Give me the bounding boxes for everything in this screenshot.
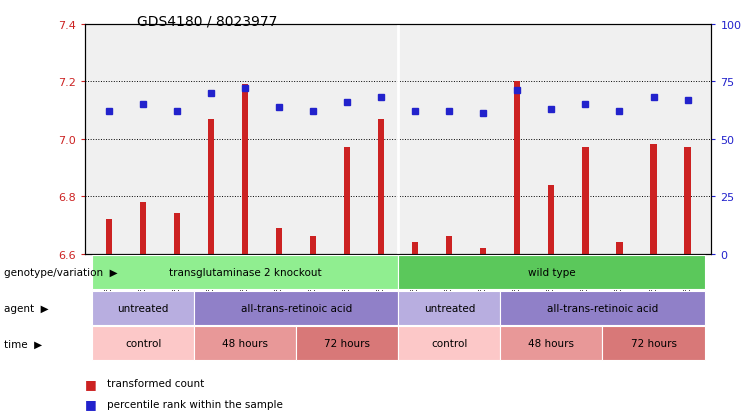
Bar bbox=[378, 119, 385, 254]
Text: transglutaminase 2 knockout: transglutaminase 2 knockout bbox=[169, 268, 322, 278]
Text: all-trans-retinoic acid: all-trans-retinoic acid bbox=[241, 303, 352, 313]
Text: control: control bbox=[431, 339, 468, 349]
Bar bbox=[242, 85, 248, 254]
Text: ■: ■ bbox=[85, 397, 97, 411]
Bar bbox=[446, 237, 453, 254]
Bar bbox=[617, 242, 622, 254]
Text: 48 hours: 48 hours bbox=[222, 339, 268, 349]
Bar bbox=[548, 185, 554, 254]
Bar bbox=[106, 220, 112, 254]
Text: untreated: untreated bbox=[117, 303, 169, 313]
Bar bbox=[344, 148, 350, 254]
Text: 72 hours: 72 hours bbox=[631, 339, 677, 349]
Bar bbox=[276, 228, 282, 254]
Text: untreated: untreated bbox=[424, 303, 475, 313]
Text: ■: ■ bbox=[85, 377, 97, 390]
Bar bbox=[310, 237, 316, 254]
Bar bbox=[412, 242, 419, 254]
Bar bbox=[685, 148, 691, 254]
Text: time  ▶: time ▶ bbox=[4, 339, 41, 349]
Text: wild type: wild type bbox=[528, 268, 575, 278]
Bar bbox=[480, 248, 486, 254]
Text: genotype/variation  ▶: genotype/variation ▶ bbox=[4, 268, 117, 278]
Text: 48 hours: 48 hours bbox=[528, 339, 574, 349]
Bar bbox=[174, 214, 180, 254]
Bar bbox=[582, 148, 588, 254]
Bar bbox=[140, 202, 146, 254]
Bar bbox=[208, 119, 214, 254]
Text: percentile rank within the sample: percentile rank within the sample bbox=[107, 399, 283, 409]
Text: 72 hours: 72 hours bbox=[325, 339, 370, 349]
Bar bbox=[651, 145, 657, 254]
Text: control: control bbox=[125, 339, 162, 349]
Text: transformed count: transformed count bbox=[107, 378, 205, 388]
Bar bbox=[514, 82, 520, 254]
Text: GDS4180 / 8023977: GDS4180 / 8023977 bbox=[137, 14, 277, 28]
Text: all-trans-retinoic acid: all-trans-retinoic acid bbox=[547, 303, 658, 313]
Text: agent  ▶: agent ▶ bbox=[4, 303, 48, 313]
